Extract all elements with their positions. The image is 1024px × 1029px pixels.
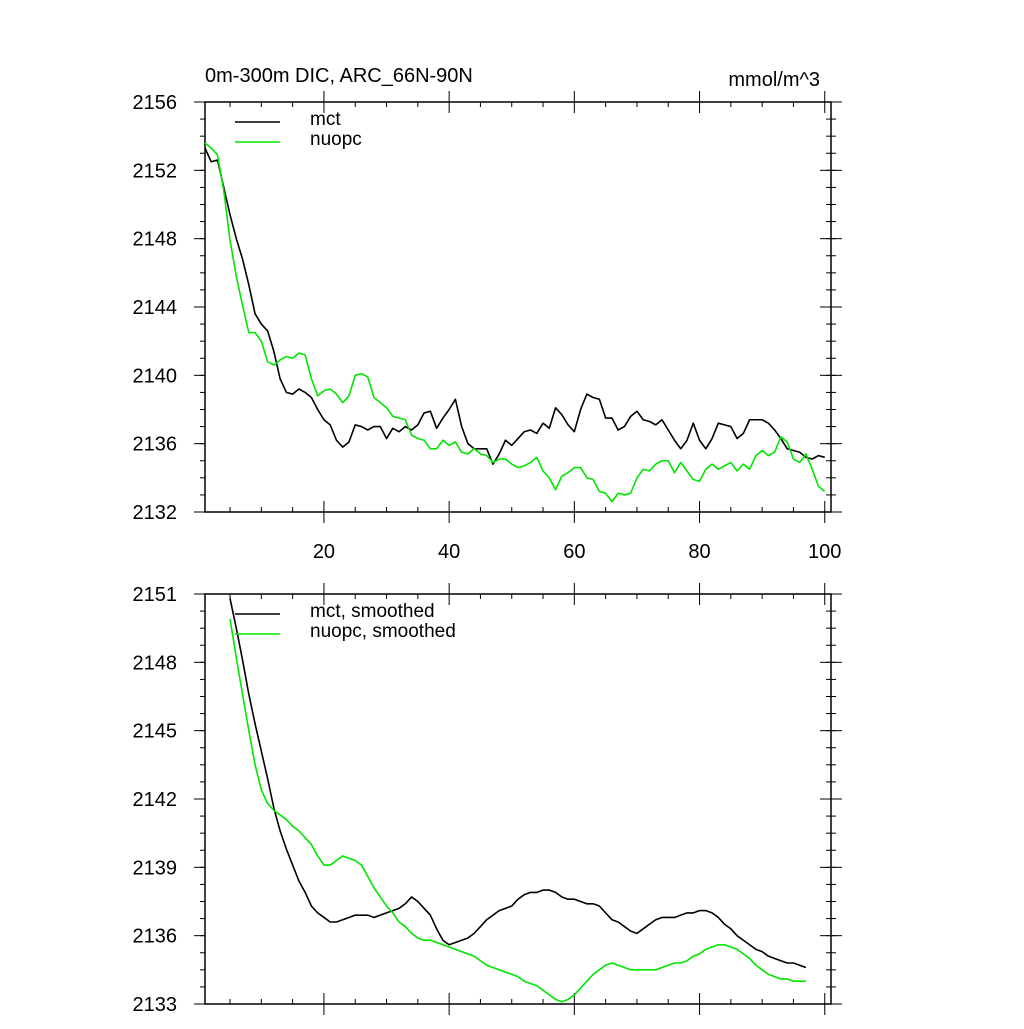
top-chart-units: mmol/m^3 [728, 69, 820, 91]
y-tick-label: 2133 [133, 994, 178, 1016]
bottom-ticks-group: 2133 2136 2139 2142 2145 2148 2151 [133, 583, 842, 1016]
y-tick-label: 2144 [133, 297, 178, 319]
top-ticks-group: 20 40 60 80 100 2132 2136 2140 2144 2148 2152 2156 [133, 91, 842, 563]
x-tick-label: 100 [808, 541, 841, 563]
legend-label: nuopc, smoothed [310, 621, 456, 642]
x-tick-label: 40 [438, 541, 460, 563]
x-tick-label: 80 [688, 541, 710, 563]
series-line-nuopc [204, 142, 826, 503]
top-plot-frame [204, 101, 832, 513]
y-tick-label: 2152 [133, 160, 178, 182]
y-tick-label: 2136 [133, 434, 178, 456]
series-line-nuopc-smoothed [229, 618, 806, 1003]
legend-label: mct [310, 109, 341, 130]
x-tick-label: 60 [563, 541, 585, 563]
y-tick-label: 2139 [133, 857, 178, 879]
series-line-mct [204, 147, 825, 465]
bottom-plot-frame [204, 593, 832, 1005]
y-tick-label: 2145 [133, 721, 178, 743]
y-tick-label: 2148 [133, 652, 178, 674]
y-tick-label: 2148 [133, 229, 178, 251]
top-series-group [204, 142, 826, 503]
top-chart-title: 0m-300m DIC, ARC_66N-90N [205, 65, 473, 87]
y-tick-label: 2132 [133, 502, 178, 524]
legend-label: mct, smoothed [310, 601, 435, 622]
legend-label: nuopc [310, 129, 362, 150]
y-tick-label: 2136 [133, 926, 178, 948]
y-tick-label: 2142 [133, 789, 178, 811]
x-tick-label: 20 [313, 541, 335, 563]
y-tick-label: 2156 [133, 92, 178, 114]
y-tick-label: 2140 [133, 365, 178, 387]
bottom-series-group [229, 598, 807, 1003]
series-line-mct-smoothed [229, 598, 807, 969]
y-tick-label: 2151 [133, 584, 178, 606]
